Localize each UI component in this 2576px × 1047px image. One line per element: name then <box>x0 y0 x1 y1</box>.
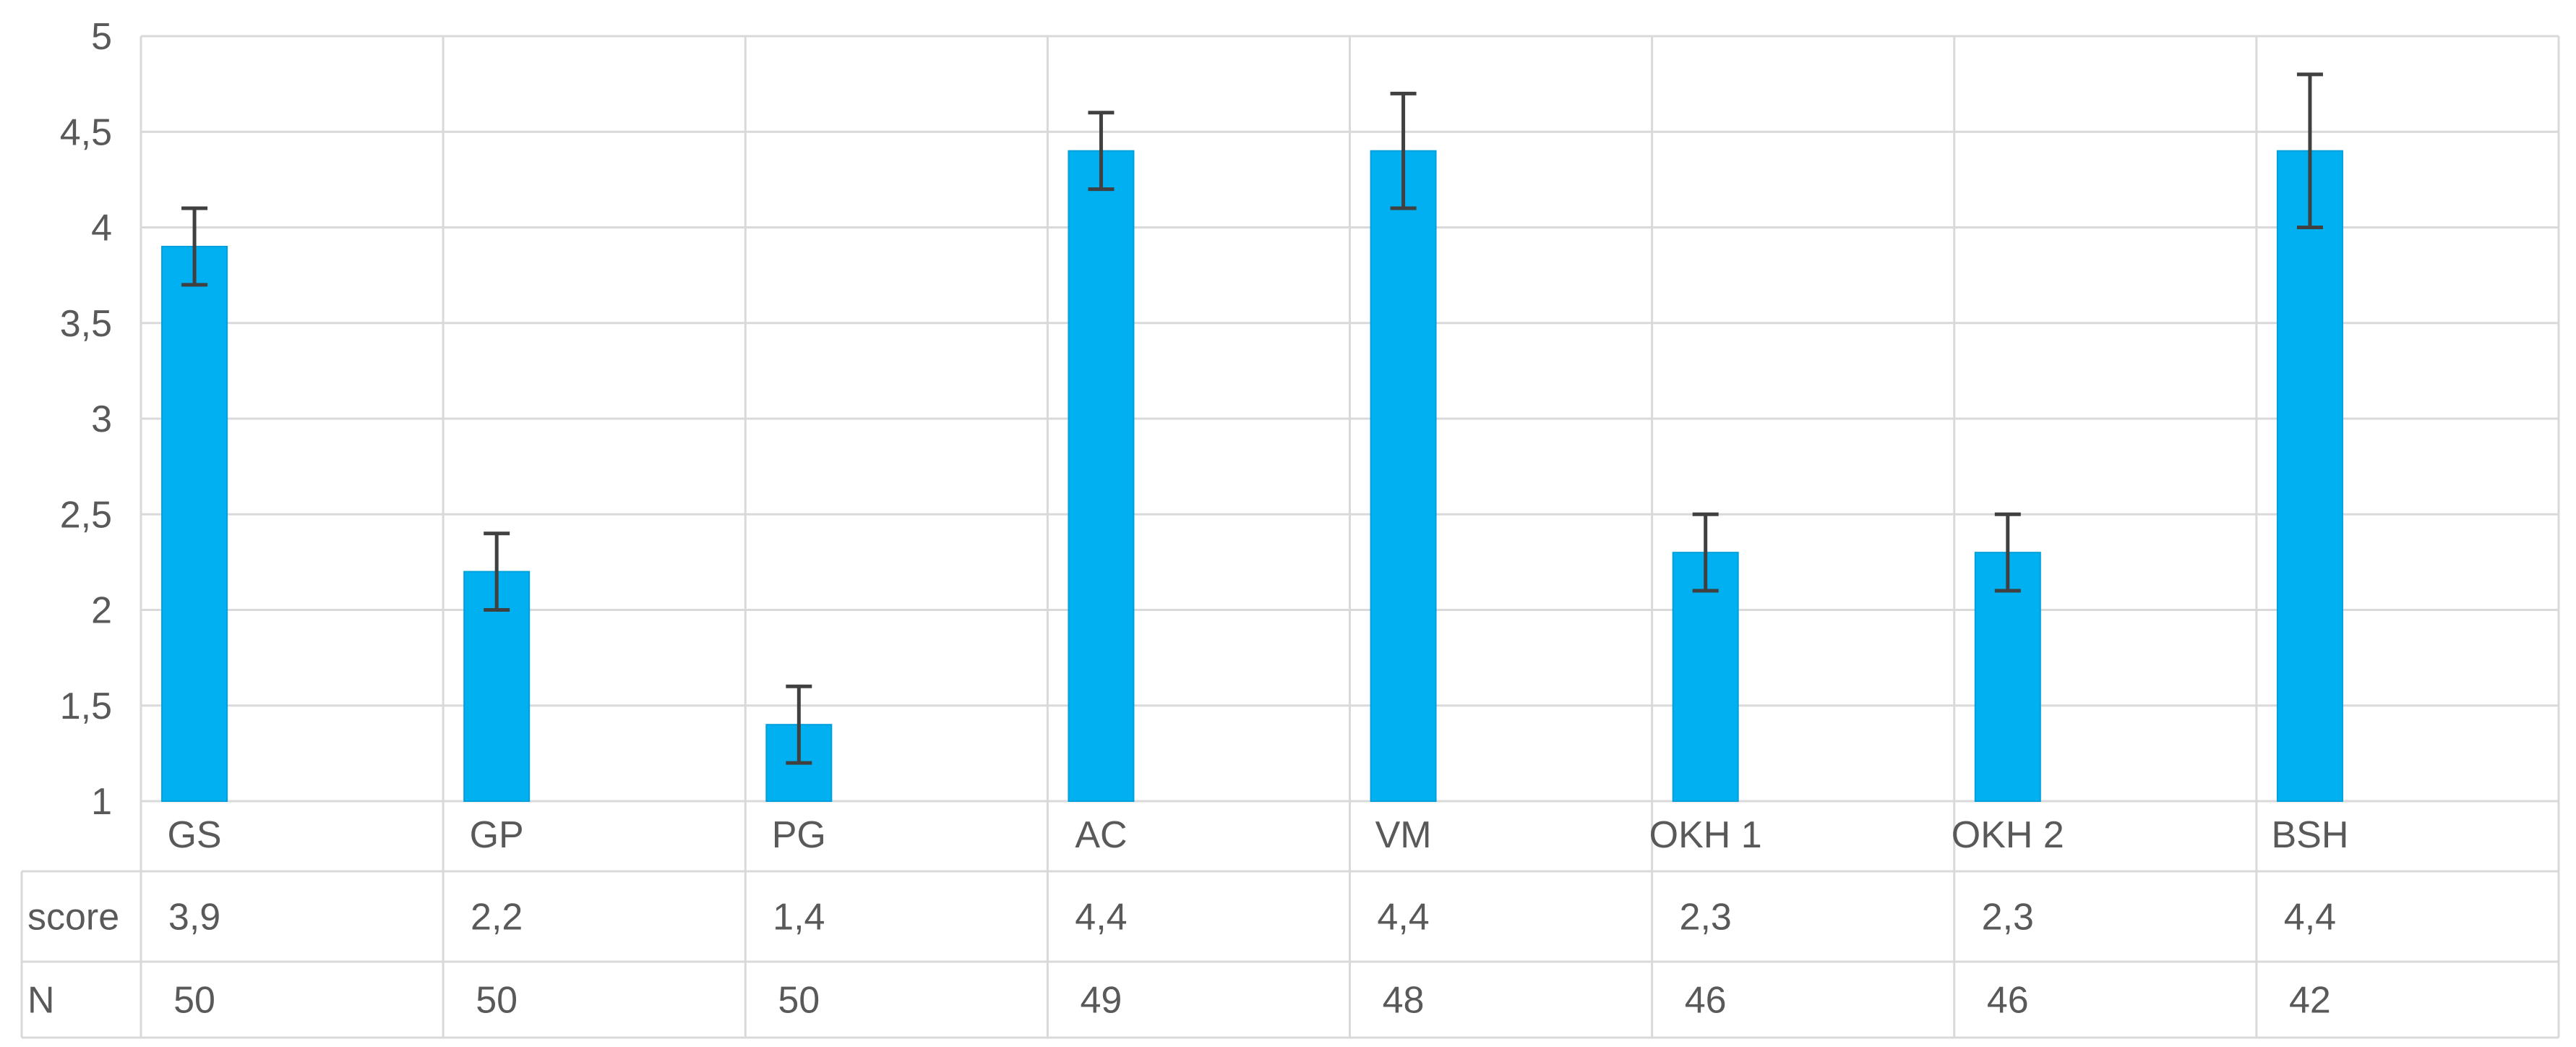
data-table: score 3,9 2,2 1,4 4,4 4,4 2,3 2,3 4,4 N 50 50 50 49 48… <box>20 870 2559 1039</box>
y-tick-label: 4 <box>91 208 112 249</box>
bar-bsh <box>2276 150 2343 802</box>
x-category-label: VM <box>1375 814 1432 856</box>
x-category-label: PG <box>772 814 826 856</box>
table-cell: 4,4 <box>1075 897 1127 939</box>
table-cell: 46 <box>1987 980 2029 1022</box>
table-cell: 4,4 <box>2284 897 2336 939</box>
y-tick-label: 1 <box>91 781 112 823</box>
x-category-label: GP <box>470 814 524 856</box>
x-category-label: OKH 1 <box>1649 814 1762 856</box>
category-labels: GS GP PG AC VM OKH 1 OKH 2 BSH <box>167 814 2348 856</box>
table-row-label: N <box>27 980 55 1022</box>
bar-gs <box>161 245 228 802</box>
x-category-label: AC <box>1075 814 1127 856</box>
table-cell: 50 <box>778 980 820 1022</box>
x-category-label: OKH 2 <box>1952 814 2064 856</box>
y-tick-label: 5 <box>91 16 112 58</box>
table-cell: 50 <box>173 980 215 1022</box>
y-tick-label: 2,5 <box>60 494 112 536</box>
table-cell: 2,3 <box>1982 897 2034 939</box>
table-cell: 1,4 <box>773 897 825 939</box>
table-cell: 49 <box>1081 980 1122 1022</box>
table-cell: 3,9 <box>168 897 220 939</box>
table-cell: 42 <box>2289 980 2331 1022</box>
table-cell: 4,4 <box>1377 897 1429 939</box>
bar-vm <box>1370 150 1437 802</box>
y-tick-label: 2 <box>91 590 112 632</box>
y-axis-labels: 1 1,5 2 2,5 3 3,5 4 4,5 5 <box>60 16 112 823</box>
y-tick-label: 3,5 <box>60 303 112 345</box>
grid-layer <box>139 35 2560 1038</box>
table-row-label: score <box>27 897 119 939</box>
table-cell: 50 <box>476 980 518 1022</box>
error-bars-layer <box>181 72 2323 765</box>
y-tick-label: 4,5 <box>60 111 112 153</box>
table-cell: 46 <box>1685 980 1727 1022</box>
x-category-label: GS <box>167 814 221 856</box>
y-tick-label: 3 <box>91 398 112 440</box>
table-cell: 2,2 <box>471 897 523 939</box>
bar-ac <box>1068 150 1135 802</box>
table-cell: 2,3 <box>1680 897 1732 939</box>
y-tick-label: 1,5 <box>60 685 112 727</box>
table-cell: 48 <box>1383 980 1425 1022</box>
bars-layer <box>161 150 2343 803</box>
x-category-label: BSH <box>2271 814 2348 856</box>
bar-okh-2 <box>1974 552 2041 803</box>
